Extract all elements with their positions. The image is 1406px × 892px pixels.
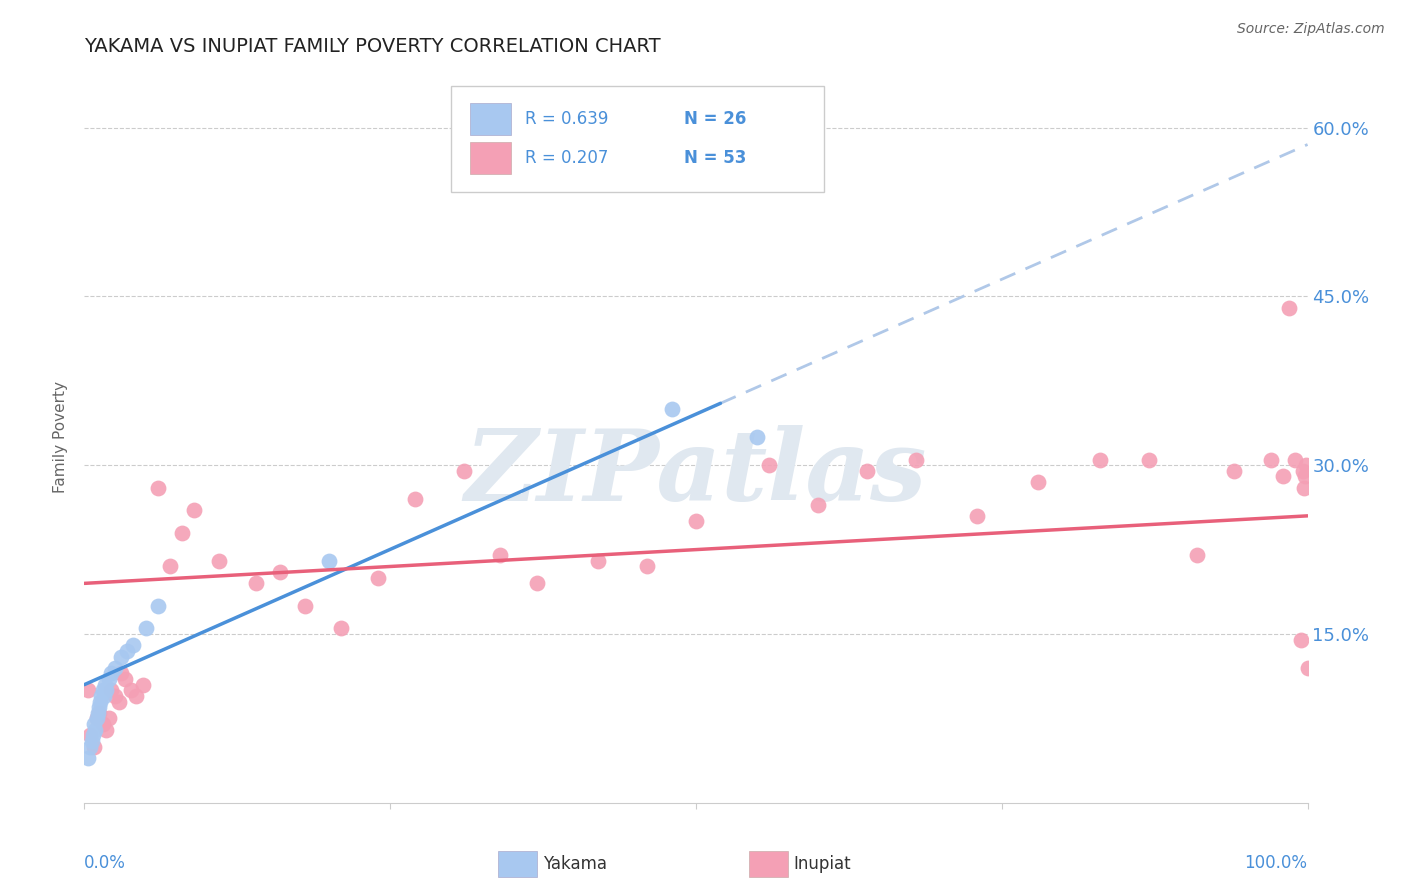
FancyBboxPatch shape bbox=[498, 851, 537, 878]
Point bbox=[110, 649, 132, 664]
Point bbox=[87, 706, 110, 720]
Point bbox=[100, 683, 122, 698]
Point bbox=[685, 515, 707, 529]
Point bbox=[1291, 632, 1313, 647]
Text: YAKAMA VS INUPIAT FAMILY POVERTY CORRELATION CHART: YAKAMA VS INUPIAT FAMILY POVERTY CORRELA… bbox=[84, 37, 661, 56]
Point bbox=[758, 458, 780, 473]
Text: R = 0.207: R = 0.207 bbox=[524, 149, 607, 167]
Text: 100.0%: 100.0% bbox=[1244, 854, 1308, 872]
Point bbox=[404, 491, 426, 506]
Text: Yakama: Yakama bbox=[543, 855, 607, 873]
Point bbox=[114, 672, 136, 686]
Point bbox=[125, 689, 148, 703]
Point bbox=[330, 621, 353, 635]
Point bbox=[96, 683, 118, 698]
Point bbox=[87, 706, 110, 720]
Point bbox=[294, 599, 316, 613]
Point bbox=[120, 683, 142, 698]
Point bbox=[1187, 548, 1209, 562]
FancyBboxPatch shape bbox=[470, 103, 512, 135]
Point bbox=[586, 554, 609, 568]
Point bbox=[110, 666, 132, 681]
Y-axis label: Family Poverty: Family Poverty bbox=[53, 381, 69, 493]
Point bbox=[86, 711, 108, 725]
Point bbox=[84, 723, 107, 737]
FancyBboxPatch shape bbox=[451, 86, 824, 192]
Point bbox=[318, 554, 340, 568]
Point bbox=[97, 711, 120, 725]
Point bbox=[1292, 481, 1315, 495]
Point bbox=[96, 723, 118, 737]
FancyBboxPatch shape bbox=[748, 851, 787, 878]
Text: ZIPatlas: ZIPatlas bbox=[465, 425, 927, 522]
Point bbox=[489, 548, 512, 562]
Point bbox=[77, 683, 100, 698]
Point bbox=[135, 621, 157, 635]
Text: N = 26: N = 26 bbox=[683, 110, 747, 128]
Point bbox=[1028, 475, 1050, 489]
Point bbox=[86, 711, 108, 725]
Point bbox=[91, 683, 114, 698]
Point bbox=[94, 678, 117, 692]
Point bbox=[104, 661, 127, 675]
Text: Source: ZipAtlas.com: Source: ZipAtlas.com bbox=[1237, 22, 1385, 37]
Point bbox=[172, 525, 194, 540]
Point bbox=[90, 689, 112, 703]
Point bbox=[807, 498, 830, 512]
Point bbox=[183, 503, 205, 517]
Text: Inupiat: Inupiat bbox=[794, 855, 852, 873]
Point bbox=[367, 571, 389, 585]
Point bbox=[104, 689, 127, 703]
Point bbox=[82, 728, 104, 742]
Point bbox=[89, 694, 111, 708]
Point bbox=[77, 751, 100, 765]
Point bbox=[1278, 301, 1301, 315]
Point bbox=[91, 717, 114, 731]
Point bbox=[905, 452, 928, 467]
Point bbox=[1294, 469, 1316, 483]
Point bbox=[83, 717, 105, 731]
Point bbox=[747, 430, 769, 444]
Point bbox=[146, 481, 169, 495]
Point bbox=[79, 739, 101, 754]
Point bbox=[132, 678, 155, 692]
Point bbox=[1272, 469, 1295, 483]
Point bbox=[1284, 452, 1306, 467]
Point bbox=[159, 559, 181, 574]
Point bbox=[453, 464, 475, 478]
Point bbox=[1292, 464, 1315, 478]
Text: 0.0%: 0.0% bbox=[84, 854, 127, 872]
Point bbox=[636, 559, 658, 574]
Point bbox=[79, 728, 101, 742]
Point bbox=[526, 576, 548, 591]
Point bbox=[97, 672, 120, 686]
FancyBboxPatch shape bbox=[470, 142, 512, 174]
Point bbox=[661, 401, 683, 416]
Point bbox=[1296, 661, 1319, 675]
Point bbox=[80, 734, 103, 748]
Point bbox=[107, 694, 129, 708]
Point bbox=[146, 599, 169, 613]
Text: N = 53: N = 53 bbox=[683, 149, 747, 167]
Point bbox=[856, 464, 879, 478]
Point bbox=[1223, 464, 1246, 478]
Point bbox=[100, 666, 122, 681]
Point bbox=[83, 739, 105, 754]
Point bbox=[122, 638, 145, 652]
Point bbox=[93, 689, 115, 703]
Point bbox=[208, 554, 231, 568]
Point bbox=[245, 576, 267, 591]
Point bbox=[1295, 458, 1317, 473]
Point bbox=[115, 644, 138, 658]
Point bbox=[1137, 452, 1160, 467]
Text: R = 0.639: R = 0.639 bbox=[524, 110, 607, 128]
Point bbox=[966, 508, 988, 523]
Point bbox=[87, 700, 110, 714]
Point bbox=[269, 565, 291, 579]
Point bbox=[1088, 452, 1111, 467]
Point bbox=[1260, 452, 1282, 467]
